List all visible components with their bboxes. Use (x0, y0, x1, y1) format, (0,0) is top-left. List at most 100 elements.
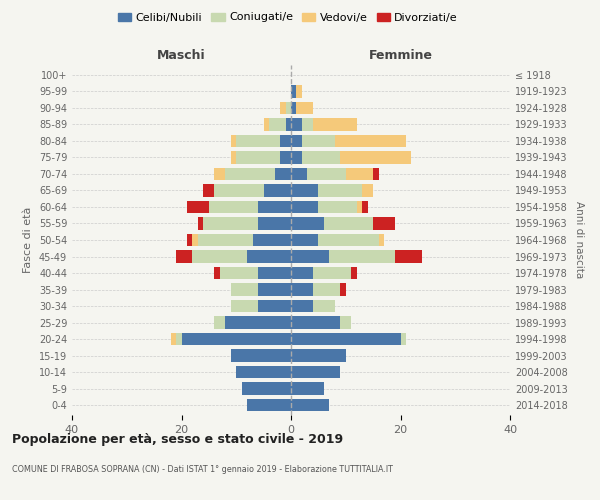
Bar (373, 218, 395, 230)
Bar (307, 168, 346, 180)
Bar (286, 102, 291, 114)
Bar (275, 168, 291, 180)
Bar (226, 168, 275, 180)
Bar (357, 201, 362, 213)
Bar (340, 152, 412, 164)
Bar (291, 118, 302, 130)
Bar (296, 102, 313, 114)
Bar (247, 250, 291, 262)
Bar (319, 234, 379, 246)
Bar (291, 333, 401, 345)
Bar (291, 267, 313, 279)
Bar (236, 366, 291, 378)
Bar (401, 333, 406, 345)
Bar (170, 333, 176, 345)
Bar (258, 284, 291, 296)
Bar (362, 201, 368, 213)
Bar (313, 118, 356, 130)
Bar (193, 250, 247, 262)
Bar (220, 267, 258, 279)
Legend: Celibi/Nubili, Coniugati/e, Vedovi/e, Divorziati/e: Celibi/Nubili, Coniugati/e, Vedovi/e, Di… (113, 8, 463, 27)
Bar (269, 118, 286, 130)
Bar (187, 234, 193, 246)
Bar (335, 135, 406, 147)
Bar (291, 152, 302, 164)
Bar (203, 184, 214, 196)
Bar (231, 350, 291, 362)
Bar (258, 300, 291, 312)
Bar (313, 300, 335, 312)
Bar (280, 152, 291, 164)
Bar (291, 316, 340, 328)
Bar (176, 333, 181, 345)
Bar (231, 300, 258, 312)
Bar (263, 184, 291, 196)
Bar (319, 201, 356, 213)
Bar (226, 316, 291, 328)
Bar (329, 250, 395, 262)
Bar (253, 234, 291, 246)
Bar (313, 267, 351, 279)
Bar (242, 382, 291, 395)
Bar (379, 234, 384, 246)
Bar (313, 284, 340, 296)
Bar (209, 201, 258, 213)
Bar (291, 184, 319, 196)
Y-axis label: Anni di nascita: Anni di nascita (574, 202, 584, 278)
Bar (291, 350, 346, 362)
Bar (231, 284, 258, 296)
Bar (291, 218, 324, 230)
Text: Femmine: Femmine (368, 48, 433, 62)
Bar (324, 218, 373, 230)
Bar (280, 135, 291, 147)
Bar (291, 234, 319, 246)
Bar (286, 118, 291, 130)
Bar (291, 284, 313, 296)
Bar (291, 168, 307, 180)
Bar (193, 234, 198, 246)
Bar (302, 135, 335, 147)
Bar (395, 250, 422, 262)
Bar (302, 118, 313, 130)
Bar (263, 118, 269, 130)
Y-axis label: Fasce di età: Fasce di età (23, 207, 33, 273)
Bar (340, 316, 351, 328)
Bar (296, 85, 302, 98)
Bar (203, 218, 258, 230)
Bar (258, 201, 291, 213)
Bar (214, 316, 226, 328)
Bar (340, 284, 346, 296)
Bar (291, 399, 329, 411)
Bar (373, 168, 379, 180)
Bar (291, 85, 296, 98)
Bar (291, 382, 324, 395)
Bar (258, 267, 291, 279)
Bar (258, 218, 291, 230)
Bar (198, 234, 253, 246)
Bar (198, 218, 203, 230)
Bar (291, 300, 313, 312)
Bar (181, 333, 291, 345)
Bar (247, 399, 291, 411)
Bar (346, 168, 373, 180)
Bar (214, 267, 220, 279)
Bar (291, 135, 302, 147)
Text: Maschi: Maschi (157, 48, 206, 62)
Bar (231, 135, 236, 147)
Bar (176, 250, 193, 262)
Bar (214, 184, 263, 196)
Bar (362, 184, 373, 196)
Bar (236, 135, 280, 147)
Bar (231, 152, 236, 164)
Bar (291, 102, 296, 114)
Bar (214, 168, 226, 180)
Bar (302, 152, 340, 164)
Text: COMUNE DI FRABOSA SOPRANA (CN) - Dati ISTAT 1° gennaio 2019 - Elaborazione TUTTI: COMUNE DI FRABOSA SOPRANA (CN) - Dati IS… (12, 466, 393, 474)
Bar (351, 267, 357, 279)
Bar (236, 152, 280, 164)
Bar (291, 201, 319, 213)
Bar (291, 250, 329, 262)
Bar (319, 184, 362, 196)
Bar (280, 102, 286, 114)
Text: Popolazione per età, sesso e stato civile - 2019: Popolazione per età, sesso e stato civil… (12, 432, 343, 446)
